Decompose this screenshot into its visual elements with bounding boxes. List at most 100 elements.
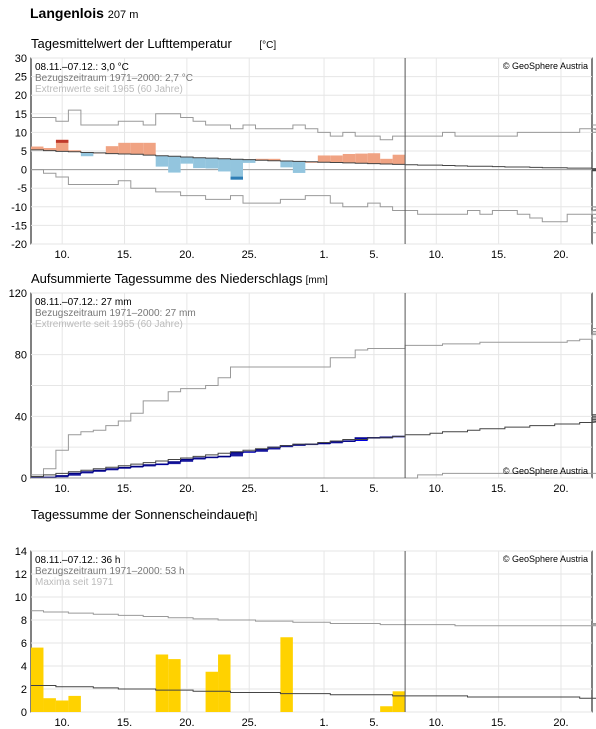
precip-daily-bar bbox=[193, 457, 206, 460]
cumulative-line bbox=[31, 435, 406, 478]
temperature-bar bbox=[55, 139, 69, 143]
y-tick-label: 6 bbox=[21, 638, 27, 650]
x-tick-label: 20. bbox=[553, 483, 568, 495]
temperature-bar bbox=[130, 142, 144, 155]
temperature-bar bbox=[180, 156, 194, 164]
precip-daily-bar bbox=[80, 471, 94, 474]
y-tick-label: 15 bbox=[15, 109, 27, 121]
x-tick-label: 5. bbox=[369, 249, 378, 261]
temperature-bar bbox=[193, 157, 206, 169]
precip-daily-bar bbox=[105, 468, 119, 471]
panel-unit: [h] bbox=[246, 511, 257, 522]
y-tick-label: 80 bbox=[15, 350, 27, 362]
y-tick-label: 0 bbox=[21, 473, 27, 485]
sunshine-bar bbox=[218, 654, 231, 712]
y-tick-label: 12 bbox=[15, 569, 27, 581]
temperature-bar bbox=[367, 153, 381, 164]
y-tick-label: -5 bbox=[17, 183, 27, 195]
y-tick-label: 5 bbox=[21, 146, 27, 158]
max-extreme-line bbox=[31, 328, 596, 476]
panel-unit: [mm] bbox=[306, 275, 328, 286]
precip-daily-bar bbox=[118, 467, 131, 469]
temperature-bar bbox=[31, 146, 44, 150]
y-tick-label: 0 bbox=[21, 165, 27, 177]
precip-daily-bar bbox=[180, 459, 194, 462]
station-header: Langenlois 207 m bbox=[30, 5, 138, 21]
period-summary: 08.11.–07.12.: 3,0 °C bbox=[35, 62, 129, 73]
y-tick-label: 40 bbox=[15, 411, 27, 423]
temperature-bar bbox=[267, 158, 281, 161]
x-tick-label: 25. bbox=[242, 249, 257, 261]
y-tick-label: -20 bbox=[11, 239, 27, 251]
maxima-line bbox=[31, 610, 596, 627]
x-tick-label: 10. bbox=[429, 717, 444, 729]
sunshine-bar bbox=[280, 637, 293, 712]
sunshine-bar bbox=[380, 706, 393, 712]
x-tick-label: 1. bbox=[319, 249, 328, 261]
y-tick-label: 10 bbox=[15, 592, 27, 604]
sunshine-bar bbox=[392, 691, 406, 712]
precip-daily-bar bbox=[93, 470, 106, 472]
period-summary: 08.11.–07.12.: 36 h bbox=[35, 555, 120, 566]
y-tick-label: -15 bbox=[11, 220, 27, 232]
extremes-note: Extremwerte seit 1965 (60 Jahre) bbox=[35, 84, 183, 95]
normal-line bbox=[31, 149, 596, 172]
y-tick-label: 20 bbox=[15, 90, 27, 102]
reference-summary: Bezugszeitraum 1971–2000: 27 mm bbox=[35, 308, 196, 319]
temperature-bar bbox=[43, 148, 56, 151]
precip-daily-bar bbox=[230, 452, 243, 457]
temperature-bar bbox=[143, 142, 156, 156]
temperature-bar bbox=[205, 158, 219, 169]
temperature-bar bbox=[255, 158, 268, 161]
extremes-note: Maxima seit 1971 bbox=[35, 577, 114, 588]
temperature-bar bbox=[392, 154, 406, 165]
precip-daily-bar bbox=[55, 475, 69, 478]
station-name: Langenlois bbox=[30, 5, 104, 21]
sunshine-bar bbox=[205, 671, 219, 712]
panel-title: Tagesmittelwert der Lufttemperatur bbox=[31, 36, 233, 51]
y-tick-label: 10 bbox=[15, 127, 27, 139]
precip-daily-bar bbox=[267, 447, 281, 450]
x-tick-label: 5. bbox=[369, 483, 378, 495]
y-tick-label: 14 bbox=[15, 546, 27, 558]
precip-daily-bar bbox=[280, 445, 293, 448]
temperature-bar bbox=[105, 146, 119, 154]
y-tick-label: 25 bbox=[15, 72, 27, 84]
temperature-bar bbox=[342, 153, 356, 163]
period-summary: 08.11.–07.12.: 27 mm bbox=[35, 297, 132, 308]
y-tick-label: 8 bbox=[21, 615, 27, 627]
x-tick-label: 15. bbox=[491, 717, 506, 729]
x-tick-label: 5. bbox=[369, 717, 378, 729]
x-tick-label: 10. bbox=[429, 483, 444, 495]
copyright-label: © GeoSphere Austria bbox=[503, 61, 588, 71]
sunshine-bar bbox=[168, 659, 181, 712]
x-tick-label: 15. bbox=[491, 249, 506, 261]
panel-unit: [°C] bbox=[259, 40, 276, 51]
temperature-bar bbox=[118, 142, 131, 154]
copyright-label: © GeoSphere Austria bbox=[503, 554, 588, 564]
sunshine-bar bbox=[68, 695, 81, 712]
sunshine-bar bbox=[31, 647, 44, 712]
x-tick-label: 1. bbox=[319, 483, 328, 495]
y-tick-label: 30 bbox=[15, 53, 27, 65]
temperature-bar bbox=[218, 158, 231, 172]
temperature-bar bbox=[330, 155, 343, 163]
y-tick-label: 120 bbox=[9, 288, 27, 300]
x-tick-label: 15. bbox=[491, 483, 506, 495]
copyright-label: © GeoSphere Austria bbox=[503, 466, 588, 476]
extremes-note: Extremwerte seit 1965 (60 Jahre) bbox=[35, 319, 183, 330]
x-tick-label: 25. bbox=[242, 483, 257, 495]
sunshine-bar bbox=[155, 654, 169, 712]
x-tick-label: 20. bbox=[179, 483, 194, 495]
precip-daily-bar bbox=[255, 449, 268, 452]
temperature-bar bbox=[168, 156, 181, 173]
y-tick-label: 0 bbox=[21, 707, 27, 719]
temperature-bar bbox=[280, 161, 293, 168]
x-tick-label: 15. bbox=[117, 249, 132, 261]
normal-line bbox=[31, 414, 596, 477]
x-tick-label: 20. bbox=[553, 249, 568, 261]
temperature-bar bbox=[380, 158, 393, 165]
sunshine-bar bbox=[55, 700, 69, 712]
temperature-bar bbox=[80, 152, 94, 157]
temperature-bar bbox=[55, 139, 69, 152]
